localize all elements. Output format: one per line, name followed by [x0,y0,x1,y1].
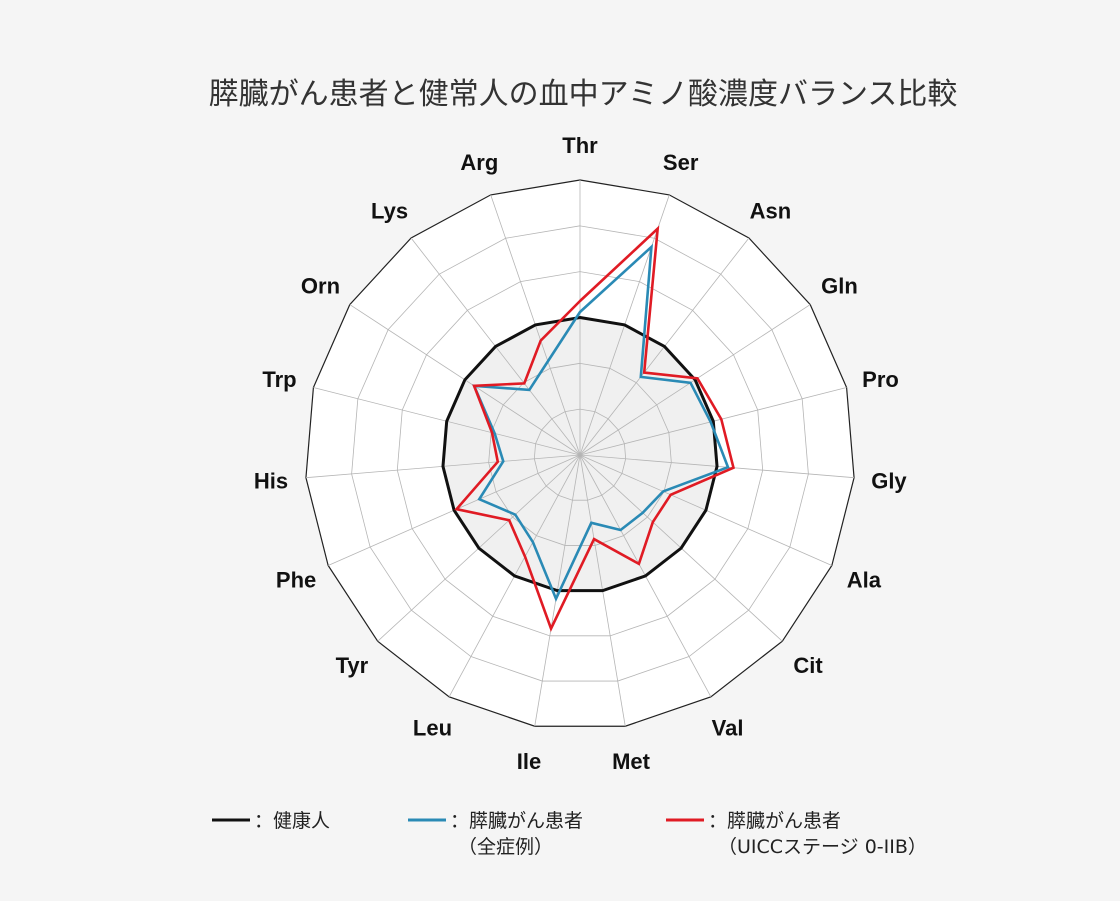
legend-label: ：膵臓がん患者 [450,810,583,832]
legend-label: ：健康人 [254,810,330,832]
legend-item-healthy: ：健康人 [212,810,330,832]
axis-label-ile: Ile [517,749,541,774]
series-line-0 [441,315,719,593]
series-line-2 [454,225,736,632]
radar-series [441,225,736,632]
radar-grid [305,179,855,727]
axis-label-his: His [254,469,288,494]
grid-ring [305,179,855,727]
legend: ：健康人 ：膵臓がん患者 （全症例） ：膵臓がん患者 （UICCステージ 0-I… [212,810,927,858]
legend-item-patients-all: ：膵臓がん患者 （全症例） [408,810,583,858]
grid-ring [533,408,627,501]
axis-label-pro: Pro [862,367,899,392]
axis-label-arg: Arg [460,150,498,175]
axis-label-cit: Cit [793,653,823,678]
legend-label: ：膵臓がん患者 [708,810,841,832]
axis-label-ala: Ala [847,568,882,593]
axis-label-orn: Orn [301,273,340,298]
axis-label-thr: Thr [562,133,598,158]
axis-label-gly: Gly [871,469,907,494]
axis-label-phe: Phe [276,568,316,593]
axis-label-ser: Ser [663,150,699,175]
grid-ring [351,225,809,682]
axis-label-asn: Asn [750,198,792,223]
axis-label-leu: Leu [413,716,452,741]
chart-title: 膵臓がん患者と健常人の血中アミノ酸濃度バランス比較 [209,77,958,112]
axis-label-trp: Trp [262,367,296,392]
axis-label-val: Val [712,716,744,741]
axis-label-gln: Gln [821,273,858,298]
axis-label-met: Met [612,749,651,774]
legend-sublabel: （UICCステージ 0-IIB） [718,836,927,858]
grid-ring [396,271,764,637]
axis-labels: Thr Ser Asn Gln Pro Gly Ala Cit Val Met Ile Leu Tyr P… [254,133,907,774]
legend-item-patients-early: ：膵臓がん患者 （UICCステージ 0-IIB） [666,810,927,858]
legend-sublabel: （全症例） [458,836,553,858]
axis-label-tyr: Tyr [336,653,369,678]
axis-label-lys: Lys [371,198,408,223]
